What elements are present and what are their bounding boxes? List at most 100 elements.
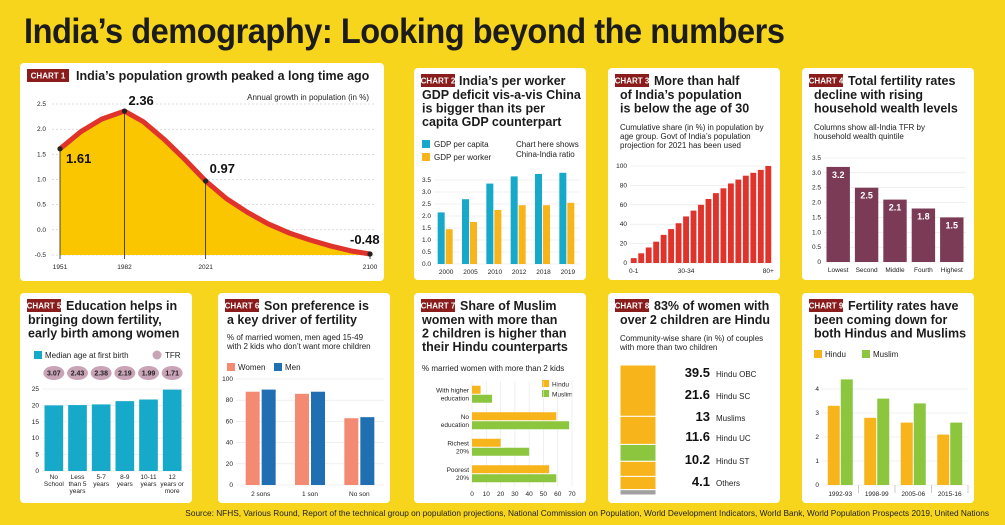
- chart-9-ytick-0: 0: [815, 482, 819, 489]
- chart-5-tag-box: [27, 299, 61, 312]
- chart-2-ytick-7: 3.5: [422, 177, 431, 184]
- chart-5-xtick-0-0: No: [50, 474, 59, 481]
- chart-8-segment-0: [619, 364, 657, 417]
- chart-7-title-line-0: women with more than: [421, 313, 557, 327]
- chart-1-point-1: [121, 108, 128, 114]
- chart-4-ytick-2: 1.0: [812, 229, 821, 236]
- chart-8-tag-box: [615, 299, 649, 312]
- chart-5-ytick-1: 5: [35, 452, 39, 459]
- chart-8-panel: CHART 8 83% of women with over 2 children …: [608, 293, 780, 503]
- chart-4-ytick-5: 2.5: [812, 185, 821, 192]
- chart-3-ytick-5: 100: [616, 163, 627, 170]
- chart-9-ytick-2: 2: [815, 434, 819, 441]
- chart-1-point-0: [57, 146, 63, 152]
- chart-7-ytick-1-0: No: [461, 414, 470, 421]
- chart-6-legend-1: Men: [285, 363, 301, 372]
- chart-8-subtitle-0: Community-wise share (in %) of couples: [620, 334, 763, 343]
- chart-1-point-2: [203, 178, 209, 184]
- chart-5-tfr-3: 2.19: [118, 371, 132, 378]
- source-note: Source: NFHS, Various Round, Report of t…: [185, 508, 989, 518]
- chart-9-legend-1: Muslim: [873, 350, 899, 359]
- chart-3-subtitle-1: age group. Govt of India’s population: [620, 132, 751, 141]
- chart-5-legend-swatch-1: [152, 350, 162, 360]
- chart-8-segment-1: [619, 415, 657, 445]
- chart-7-title-line-2: their Hindu counterparts: [422, 340, 568, 354]
- chart-2-xtick-5: 2019: [561, 269, 576, 276]
- chart-7-bar-0-3: [472, 465, 550, 474]
- p6-svg: CHART 6 Son preference isa key driver of …: [222, 299, 384, 498]
- chart-7-tag: CHART 7: [421, 302, 456, 311]
- chart-1-ytick-4: 1.5: [37, 151, 46, 158]
- chart-9-xtick-2: 2005-06: [901, 491, 925, 498]
- chart-7-xtick-5: 50: [540, 491, 548, 498]
- chart-5-xtick-5-2: more: [165, 488, 180, 495]
- chart-2-legend-1: GDP per worker: [434, 153, 492, 162]
- chart-5-ytick-5: 25: [32, 386, 40, 393]
- chart-8-value-4: 10.2: [685, 452, 710, 467]
- chart-1-annot-2: 0.97: [210, 161, 235, 176]
- chart-8-tag: CHART 8: [615, 302, 650, 311]
- chart-1-annot-3: -0.48: [350, 232, 380, 247]
- chart-9-legend-swatch-0: [814, 350, 822, 358]
- chart-8-title-1: over 2 children are Hindu: [620, 313, 770, 327]
- chart-6-tag: CHART 6: [225, 302, 260, 311]
- chart-6-legend-swatch-0: [227, 363, 235, 371]
- chart-9-bar-0-3: [937, 434, 950, 485]
- chart-8-value-5: 4.1: [692, 474, 710, 489]
- chart-3-ytick-2: 40: [620, 221, 628, 228]
- chart-9-bar-1-1: [877, 398, 890, 485]
- chart-7-ytick-2-1: 20%: [456, 448, 469, 455]
- chart-5-xtick-5-0: 12: [169, 474, 177, 481]
- chart-2-ytick-1: 0.5: [422, 249, 431, 256]
- chart-3-bar-11: [713, 193, 719, 263]
- chart-5-xtick-3-1: years: [117, 481, 134, 488]
- chart-5-xtick-5-1: years or: [160, 481, 184, 488]
- chart-3-title-line-0: of India’s population: [620, 88, 742, 102]
- chart-3-bar-7: [683, 216, 689, 263]
- chart-7-xtick-0: 0: [470, 491, 474, 498]
- chart-4-value-3: 1.8: [917, 212, 930, 222]
- chart-1-point-3: [367, 251, 373, 257]
- chart-2-bar-0-5: [559, 172, 567, 264]
- chart-3-bar-13: [727, 183, 734, 263]
- chart-7-tag-box: [421, 299, 455, 312]
- chart-3-xlabel-2: 80+: [763, 268, 774, 275]
- chart-3-title-0: More than half: [654, 74, 740, 88]
- chart-2-ytick-3: 1.5: [422, 225, 431, 232]
- chart-1-tag: CHART 1: [31, 72, 66, 81]
- chart-6-ytick-2: 40: [226, 440, 234, 447]
- chart-4-title-line-1: household wealth levels: [814, 102, 958, 116]
- chart-3-bar-4: [660, 234, 667, 263]
- chart-4-ytick-0: 0: [817, 259, 821, 266]
- chart-2-xtick-2: 2010: [488, 269, 503, 276]
- chart-2-panel: CHART 2 India’s per worker GDP deficit vis…: [414, 68, 586, 280]
- chart-3-ytick-3: 60: [620, 202, 628, 209]
- chart-5-legend-1: TFR: [165, 351, 181, 360]
- chart-8-value-2: 13: [696, 409, 710, 424]
- chart-3-bar-0: [630, 258, 637, 263]
- chart-3-xlabel-1: 30-34: [678, 268, 695, 275]
- page-title: India’s demography: Looking beyond the n…: [24, 12, 785, 51]
- chart-5-tfr-bubble-2: [90, 366, 112, 380]
- chart-6-legend-0: Women: [238, 363, 265, 372]
- chart-2-bar-0-4: [535, 174, 542, 264]
- chart-5-tfr-bubble-1: [67, 366, 88, 380]
- chart-5-tfr-bubble-4: [138, 366, 159, 380]
- chart-5-bar-4: [139, 399, 158, 471]
- chart-7-bar-0-0: [472, 385, 481, 394]
- chart-3-bar-12: [720, 188, 727, 263]
- chart-2-bar-1-1: [470, 222, 477, 264]
- chart-9-bar-0-1: [864, 417, 877, 485]
- chart-9-xtick-0: 1992-93: [828, 491, 852, 498]
- chart-6-ytick-1: 20: [226, 461, 234, 468]
- chart-4-ytick-4: 2.0: [812, 200, 821, 207]
- chart-6-xtick-0: 2 sons: [251, 491, 271, 498]
- chart-6-bar-0-1: [295, 393, 309, 485]
- chart-2-ytick-6: 3.0: [422, 189, 431, 196]
- chart-7-bar-1-2: [472, 447, 530, 456]
- chart-2-bar-1-4: [543, 205, 550, 264]
- chart-5-xtick-2-1: years: [93, 481, 110, 488]
